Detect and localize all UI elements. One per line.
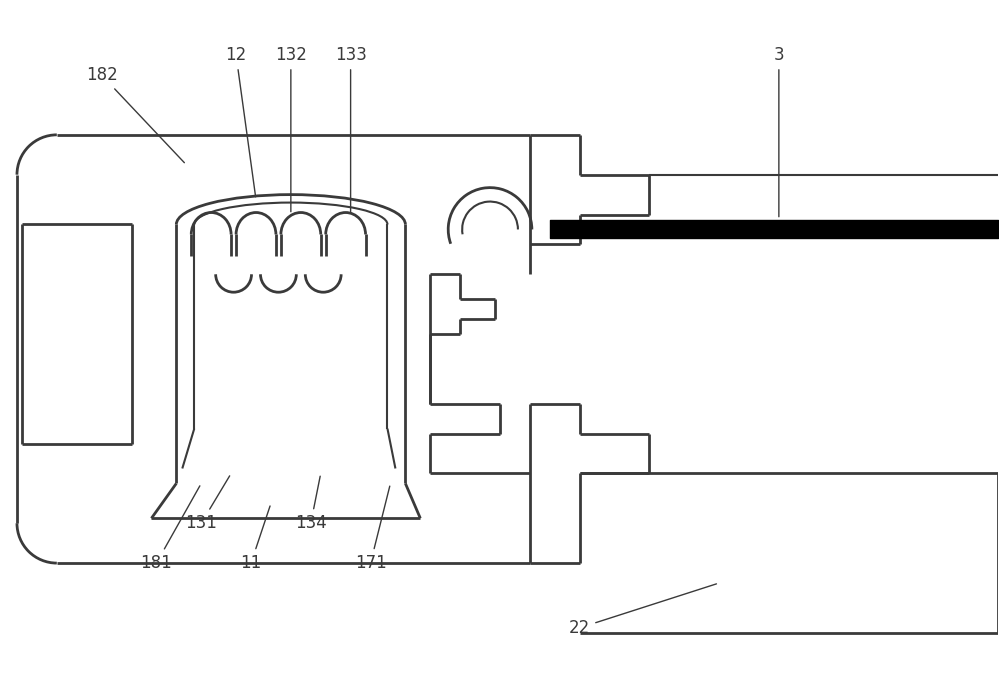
Text: 134: 134 xyxy=(295,476,327,532)
Text: 133: 133 xyxy=(335,46,367,212)
Text: 182: 182 xyxy=(86,66,184,163)
Text: 171: 171 xyxy=(355,486,390,572)
Text: 3: 3 xyxy=(774,46,784,217)
Text: 12: 12 xyxy=(225,46,256,197)
Text: 132: 132 xyxy=(275,46,307,212)
Text: 181: 181 xyxy=(141,486,200,572)
Text: 131: 131 xyxy=(185,476,230,532)
Text: 22: 22 xyxy=(569,584,716,637)
Text: 11: 11 xyxy=(240,506,270,572)
